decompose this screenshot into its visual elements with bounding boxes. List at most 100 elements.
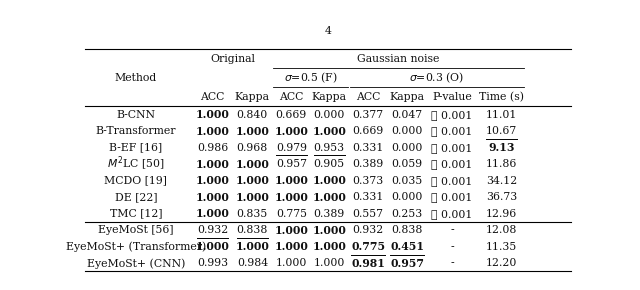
Text: ≪ 0.001: ≪ 0.001 bbox=[431, 126, 473, 136]
Text: 0.000: 0.000 bbox=[392, 126, 423, 136]
Text: 0.373: 0.373 bbox=[353, 176, 384, 186]
Text: 0.035: 0.035 bbox=[392, 176, 423, 186]
Text: 0.389: 0.389 bbox=[314, 209, 345, 219]
Text: $M^2$LC [50]: $M^2$LC [50] bbox=[107, 155, 164, 173]
Text: 0.957: 0.957 bbox=[390, 258, 424, 269]
Text: 1.000: 1.000 bbox=[276, 258, 307, 268]
Text: ≪ 0.001: ≪ 0.001 bbox=[431, 110, 473, 119]
Text: 1.000: 1.000 bbox=[236, 192, 269, 203]
Text: 0.986: 0.986 bbox=[197, 143, 228, 153]
Text: -: - bbox=[450, 225, 454, 235]
Text: 1.000: 1.000 bbox=[196, 175, 230, 186]
Text: 1.000: 1.000 bbox=[196, 192, 230, 203]
Text: Kappa: Kappa bbox=[312, 92, 347, 102]
Text: 1.000: 1.000 bbox=[196, 208, 230, 219]
Text: ≪ 0.001: ≪ 0.001 bbox=[431, 143, 473, 153]
Text: 1.000: 1.000 bbox=[196, 109, 230, 120]
Text: 1.000: 1.000 bbox=[275, 126, 308, 137]
Text: Original: Original bbox=[210, 54, 255, 64]
Text: $\sigma$=0.3 (O): $\sigma$=0.3 (O) bbox=[410, 70, 465, 85]
Text: 11.35: 11.35 bbox=[486, 242, 517, 252]
Text: 0.451: 0.451 bbox=[390, 241, 424, 252]
Text: 0.377: 0.377 bbox=[353, 110, 384, 119]
Text: 0.775: 0.775 bbox=[351, 241, 385, 252]
Text: 36.73: 36.73 bbox=[486, 192, 517, 202]
Text: 0.557: 0.557 bbox=[353, 209, 383, 219]
Text: 11.86: 11.86 bbox=[486, 159, 517, 169]
Text: 0.775: 0.775 bbox=[276, 209, 307, 219]
Text: 0.835: 0.835 bbox=[237, 209, 268, 219]
Text: 0.253: 0.253 bbox=[392, 209, 423, 219]
Text: 0.984: 0.984 bbox=[237, 258, 268, 268]
Text: 12.96: 12.96 bbox=[486, 209, 517, 219]
Text: 0.932: 0.932 bbox=[197, 225, 228, 235]
Text: 0.331: 0.331 bbox=[353, 192, 384, 202]
Text: 0.838: 0.838 bbox=[237, 225, 268, 235]
Text: 1.000: 1.000 bbox=[312, 126, 346, 137]
Text: 1.000: 1.000 bbox=[312, 175, 346, 186]
Text: 1.000: 1.000 bbox=[236, 175, 269, 186]
Text: 0.838: 0.838 bbox=[392, 225, 423, 235]
Text: 0.932: 0.932 bbox=[353, 225, 384, 235]
Text: 34.12: 34.12 bbox=[486, 176, 517, 186]
Text: 0.993: 0.993 bbox=[197, 258, 228, 268]
Text: 0.331: 0.331 bbox=[353, 143, 384, 153]
Text: ACC: ACC bbox=[279, 92, 303, 102]
Text: 0.968: 0.968 bbox=[237, 143, 268, 153]
Text: 0.669: 0.669 bbox=[353, 126, 384, 136]
Text: $\sigma$=0.5 (F): $\sigma$=0.5 (F) bbox=[284, 70, 338, 85]
Text: 1.000: 1.000 bbox=[312, 192, 346, 203]
Text: Kappa: Kappa bbox=[390, 92, 424, 102]
Text: ≪ 0.001: ≪ 0.001 bbox=[431, 176, 473, 186]
Text: 0.981: 0.981 bbox=[351, 258, 385, 269]
Text: 0.000: 0.000 bbox=[314, 110, 345, 119]
Text: ≪ 0.001: ≪ 0.001 bbox=[431, 209, 473, 219]
Text: 1.000: 1.000 bbox=[236, 159, 269, 170]
Text: ACC: ACC bbox=[356, 92, 380, 102]
Text: 0.059: 0.059 bbox=[392, 159, 422, 169]
Text: MCDO [19]: MCDO [19] bbox=[104, 176, 167, 186]
Text: Method: Method bbox=[115, 73, 157, 83]
Text: Time (s): Time (s) bbox=[479, 92, 524, 102]
Text: 1.000: 1.000 bbox=[312, 241, 346, 252]
Text: 10.67: 10.67 bbox=[486, 126, 517, 136]
Text: ≪ 0.001: ≪ 0.001 bbox=[431, 159, 473, 169]
Text: 1.000: 1.000 bbox=[312, 225, 346, 236]
Text: 0.000: 0.000 bbox=[392, 192, 423, 202]
Text: B-Transformer: B-Transformer bbox=[95, 126, 176, 136]
Text: 1.000: 1.000 bbox=[236, 241, 269, 252]
Text: 1.000: 1.000 bbox=[196, 126, 230, 137]
Text: 0.389: 0.389 bbox=[353, 159, 384, 169]
Text: -: - bbox=[450, 242, 454, 252]
Text: 0.669: 0.669 bbox=[276, 110, 307, 119]
Text: EyeMoSt+ (CNN): EyeMoSt+ (CNN) bbox=[86, 258, 185, 269]
Text: ACC: ACC bbox=[200, 92, 225, 102]
Text: -: - bbox=[450, 258, 454, 268]
Text: 0.953: 0.953 bbox=[314, 143, 345, 153]
Text: 1.000: 1.000 bbox=[236, 126, 269, 137]
Text: 12.20: 12.20 bbox=[486, 258, 517, 268]
Text: 1.000: 1.000 bbox=[275, 241, 308, 252]
Text: 9.13: 9.13 bbox=[488, 142, 515, 153]
Text: 11.01: 11.01 bbox=[486, 110, 517, 119]
Text: TMC [12]: TMC [12] bbox=[109, 209, 162, 219]
Text: EyeMoSt+ (Transformer): EyeMoSt+ (Transformer) bbox=[66, 242, 206, 252]
Text: 4: 4 bbox=[324, 26, 332, 36]
Text: 1.000: 1.000 bbox=[314, 258, 345, 268]
Text: 0.979: 0.979 bbox=[276, 143, 307, 153]
Text: EyeMoSt [56]: EyeMoSt [56] bbox=[98, 225, 173, 235]
Text: P-value: P-value bbox=[432, 92, 472, 102]
Text: 1.000: 1.000 bbox=[275, 225, 308, 236]
Text: B-CNN: B-CNN bbox=[116, 110, 156, 119]
Text: Gaussian noise: Gaussian noise bbox=[358, 54, 440, 64]
Text: 12.08: 12.08 bbox=[486, 225, 517, 235]
Text: 1.000: 1.000 bbox=[196, 241, 230, 252]
Text: 0.047: 0.047 bbox=[392, 110, 422, 119]
Text: Kappa: Kappa bbox=[235, 92, 270, 102]
Text: B-EF [16]: B-EF [16] bbox=[109, 143, 163, 153]
Text: ≪ 0.001: ≪ 0.001 bbox=[431, 192, 473, 202]
Text: 1.000: 1.000 bbox=[275, 175, 308, 186]
Text: 1.000: 1.000 bbox=[275, 192, 308, 203]
Text: 0.905: 0.905 bbox=[314, 159, 345, 169]
Text: 0.840: 0.840 bbox=[237, 110, 268, 119]
